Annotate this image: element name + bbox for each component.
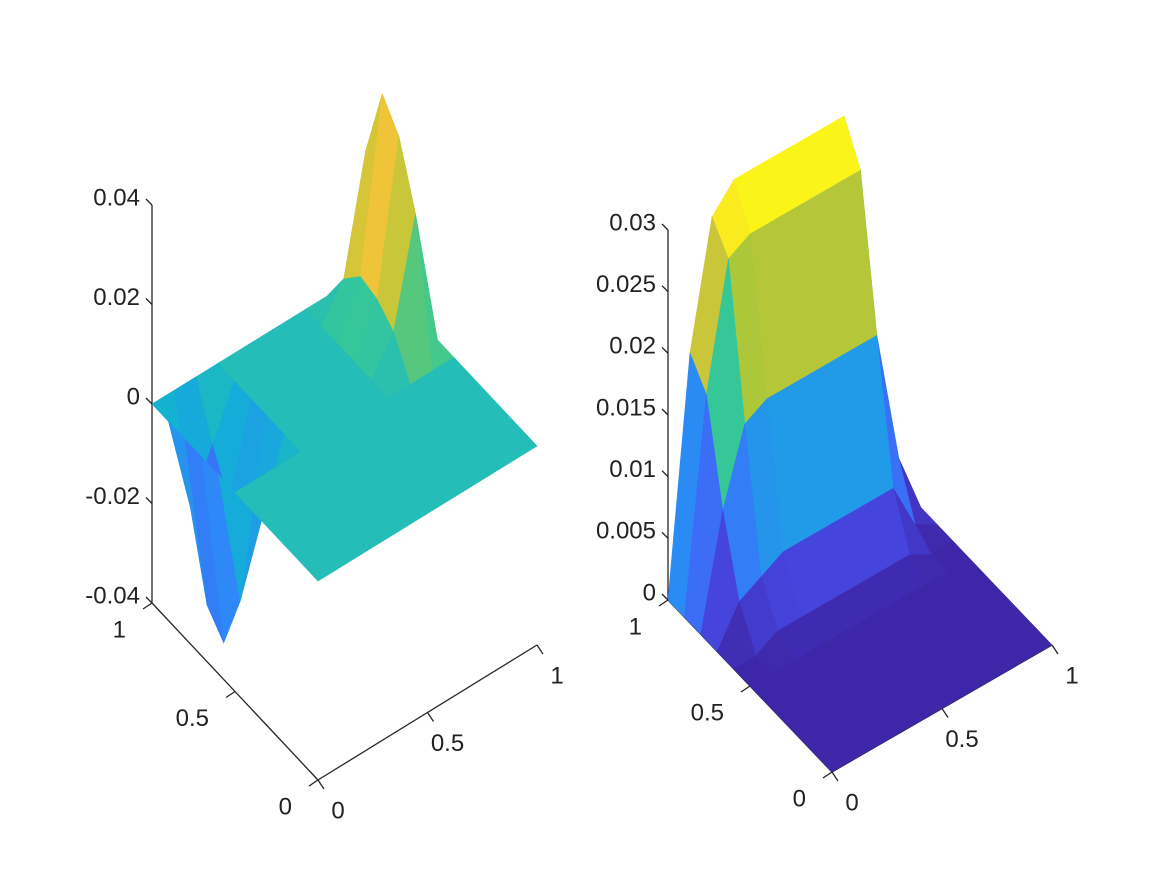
z-tick	[145, 397, 153, 405]
z-tick-label: 0.04	[93, 184, 140, 211]
x-tick	[317, 779, 325, 790]
x-tick	[831, 771, 839, 782]
y-tick-label: 0	[793, 785, 806, 812]
x-tick	[536, 644, 544, 655]
y-tick	[225, 690, 236, 699]
z-tick-label: 0.025	[596, 271, 656, 298]
x-tick-label: 0	[331, 797, 344, 824]
z-tick-label: 0.015	[596, 394, 656, 421]
z-tick-label: -0.04	[85, 582, 140, 609]
x-tick-label: 1	[1065, 662, 1078, 689]
y-tick	[658, 599, 669, 607]
x-tick-label: 0.5	[431, 730, 464, 757]
surface-patch	[815, 741, 855, 773]
x-tick	[426, 712, 435, 722]
x-tick-label: 0.5	[945, 726, 978, 753]
z-tick	[661, 346, 669, 354]
z-tick	[145, 497, 153, 504]
x-tick-label: 1	[550, 662, 563, 689]
z-tick	[145, 596, 153, 604]
z-tick-label: 0.02	[609, 333, 656, 360]
z-tick-label: -0.02	[85, 483, 140, 510]
y-tick	[142, 602, 153, 610]
x-tick	[1051, 644, 1059, 655]
z-tick	[661, 223, 669, 231]
y-tick-label: 0.5	[691, 699, 724, 726]
z-tick-label: 0.005	[596, 518, 656, 545]
y-tick	[308, 779, 319, 787]
z-tick-label: 0.02	[93, 284, 140, 311]
y-tick	[822, 771, 833, 779]
z-tick	[145, 198, 153, 206]
surface-patch	[300, 549, 341, 582]
z-tick-label: 0	[643, 579, 656, 606]
z-tick-label: 0.03	[609, 209, 656, 236]
z-tick	[661, 285, 669, 293]
z-tick-label: 0	[127, 383, 140, 410]
z-tick	[661, 470, 669, 478]
x-tick	[941, 708, 949, 718]
z-tick-label: 0.01	[609, 456, 656, 483]
y-tick-label: 0.5	[176, 705, 209, 732]
y-tick-label: 0	[279, 793, 292, 820]
surface	[667, 115, 1053, 773]
x-tick-label: 0	[845, 789, 858, 816]
z-tick	[661, 593, 669, 601]
z-tick	[661, 408, 669, 416]
z-tick	[145, 298, 153, 305]
y-tick	[740, 685, 751, 693]
y-tick-label: 1	[113, 616, 126, 643]
y-tick-label: 1	[629, 613, 642, 640]
surface	[151, 93, 538, 644]
axes: 0 0.5 1 0 0.5 1 -0.04 -0.02 0 0.02 0.04	[85, 93, 564, 824]
z-tick	[661, 531, 669, 539]
